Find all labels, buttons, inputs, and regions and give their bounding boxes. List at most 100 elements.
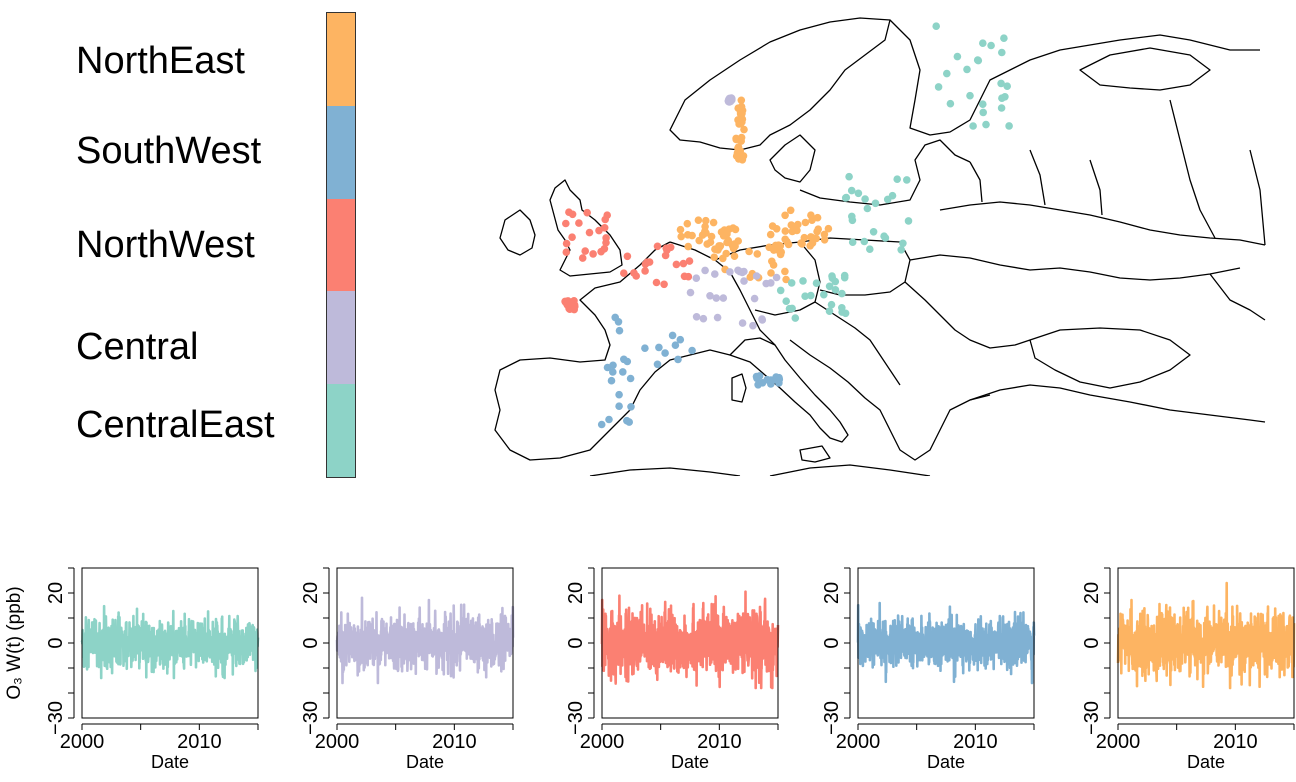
station-marker-southwest: [619, 368, 627, 376]
station-marker-centraleast: [979, 100, 987, 108]
station-marker-centraleast: [825, 307, 834, 316]
station-marker-northeast: [807, 211, 815, 219]
station-marker-northwest: [632, 272, 640, 280]
station-marker-centraleast: [776, 286, 785, 295]
station-marker-centraleast: [1005, 122, 1013, 130]
station-marker-northwest: [679, 259, 688, 268]
station-marker-southwest: [614, 318, 623, 326]
station-marker-southwest: [609, 368, 617, 376]
station-marker-northeast: [710, 253, 718, 261]
station-marker-centraleast: [863, 204, 872, 213]
station-marker-centraleast: [861, 195, 869, 203]
station-marker-central: [692, 274, 701, 283]
station-marker-northeast: [767, 269, 775, 277]
station-marker-northwest: [685, 257, 694, 265]
station-marker-centraleast: [842, 193, 851, 202]
station-marker-northwest: [578, 254, 587, 262]
station-marker-centraleast: [974, 56, 983, 65]
station-marker-centraleast: [997, 104, 1006, 112]
series-line: [600, 590, 780, 690]
station-marker-northeast: [801, 218, 810, 227]
station-marker-centraleast: [893, 175, 901, 183]
station-marker-centraleast: [831, 286, 840, 294]
station-marker-northeast: [732, 135, 740, 144]
station-marker-northwest: [568, 233, 576, 241]
plot-frame: [81, 567, 259, 719]
x-tick-label: 2000: [60, 731, 105, 753]
station-marker-northeast: [694, 216, 703, 224]
station-marker-southwest: [674, 355, 682, 364]
x-tick-label: 2010: [177, 731, 222, 753]
station-marker-central: [740, 277, 748, 285]
region-color-bar: [326, 12, 356, 478]
station-marker-northeast: [787, 221, 796, 229]
station-marker-northwest: [562, 239, 571, 248]
station-marker-northeast: [684, 231, 692, 239]
plot-frame: [336, 567, 514, 719]
series-line: [80, 604, 260, 680]
station-marker-centraleast: [801, 292, 809, 301]
station-marker-northeast: [745, 247, 753, 256]
station-marker-centraleast: [1003, 82, 1011, 90]
station-marker-northeast: [723, 230, 731, 238]
x-axis-label: Date: [151, 752, 189, 772]
station-marker-southwest: [688, 346, 696, 355]
europe-station-map: [494, 17, 1266, 476]
station-marker-centraleast: [982, 120, 990, 129]
station-marker-northwest: [641, 267, 649, 275]
station-marker-northwest: [565, 208, 573, 216]
station-marker-northeast: [770, 246, 778, 254]
station-marker-northeast: [734, 143, 743, 151]
station-marker-southwest: [752, 372, 761, 381]
station-marker-centraleast: [966, 91, 974, 100]
station-marker-central: [762, 279, 770, 288]
station-marker-northeast: [703, 240, 711, 248]
station-marker-northwest: [623, 252, 632, 261]
legend-label-central: Central: [76, 326, 199, 368]
station-marker-centraleast: [848, 238, 857, 246]
station-marker-northwest: [652, 278, 661, 287]
station-marker-centraleast: [807, 291, 815, 300]
station-marker-northeast: [677, 232, 685, 241]
station-marker-centraleast: [812, 279, 821, 288]
y-tick-label: 20: [300, 582, 322, 604]
station-marker-northeast: [722, 249, 730, 258]
station-marker-central: [713, 313, 722, 322]
station-marker-northeast: [737, 117, 746, 126]
station-marker-central: [750, 294, 759, 303]
station-marker-centraleast: [897, 246, 905, 254]
station-marker-northeast: [702, 216, 710, 225]
station-marker-northeast: [707, 232, 716, 241]
station-marker-centraleast: [987, 41, 995, 50]
station-marker-southwest: [655, 343, 663, 352]
station-marker-northeast: [768, 257, 776, 266]
station-marker-central: [712, 294, 721, 302]
legend-label-northeast: NorthEast: [76, 40, 245, 82]
x-tick-label: 2000: [1096, 731, 1141, 753]
station-marker-centraleast: [871, 199, 880, 208]
station-marker-centraleast: [866, 245, 874, 253]
color-swatch-northeast: [327, 13, 355, 106]
x-axis-label: Date: [1187, 752, 1225, 772]
station-marker-northwest: [570, 305, 578, 314]
x-tick-label: 2000: [315, 731, 360, 753]
station-marker-southwest: [615, 402, 623, 411]
station-marker-northeast: [781, 267, 789, 276]
station-marker-northwest: [620, 269, 628, 278]
station-marker-centraleast: [787, 279, 796, 287]
station-marker-northeast: [824, 224, 833, 233]
station-marker-northeast: [781, 227, 790, 235]
station-marker-central: [692, 313, 701, 321]
color-swatch-centraleast: [327, 384, 355, 477]
station-marker-northeast: [683, 219, 692, 228]
y-tick-label: 20: [1081, 582, 1103, 604]
station-marker-northeast: [737, 96, 746, 105]
station-marker-northwest: [583, 208, 591, 217]
y-tick-label: 20: [565, 582, 587, 604]
station-marker-centraleast: [934, 83, 943, 91]
station-marker-southwest: [754, 381, 762, 389]
station-marker-southwest: [609, 361, 617, 370]
